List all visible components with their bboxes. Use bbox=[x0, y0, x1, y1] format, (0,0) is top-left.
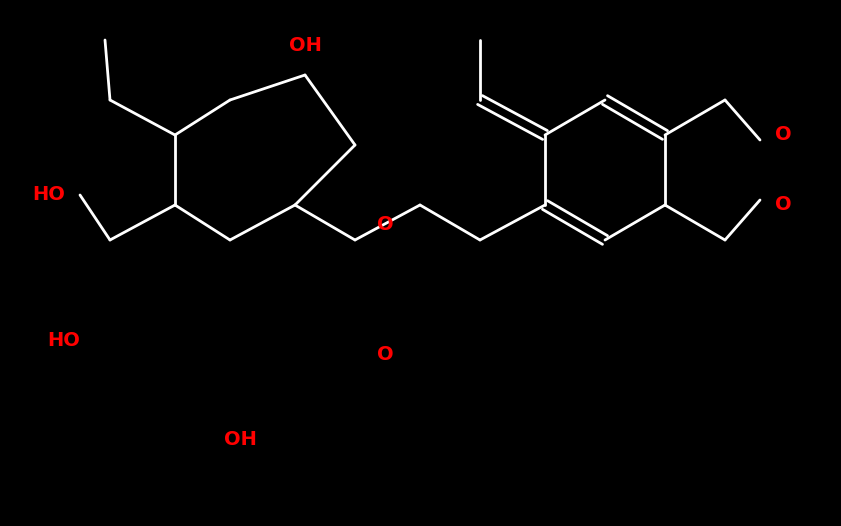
Text: OH: OH bbox=[224, 430, 257, 449]
Text: O: O bbox=[775, 196, 791, 215]
Text: O: O bbox=[377, 216, 394, 235]
Text: HO: HO bbox=[32, 186, 65, 205]
Text: HO: HO bbox=[47, 330, 80, 349]
Text: O: O bbox=[775, 126, 791, 145]
Text: OH: OH bbox=[288, 36, 321, 55]
Text: O: O bbox=[377, 346, 394, 365]
